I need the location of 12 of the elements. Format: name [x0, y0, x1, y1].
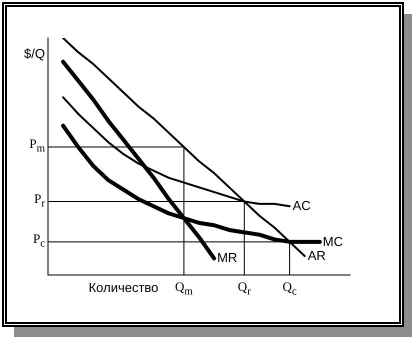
series-label: AC: [292, 198, 311, 214]
x-tick-label: Q$_{m}$: [174, 279, 193, 299]
series-label: AR: [308, 248, 326, 264]
x-axis-title: Количество: [88, 280, 158, 295]
ref-line-label: P$_{c}$: [32, 230, 45, 250]
series-label: MR: [217, 250, 238, 266]
x-tick-label: Q$_{r}$: [238, 279, 251, 299]
ref-line-label: P$_{m}$: [29, 136, 45, 156]
y-axis-title: $/Q: [24, 46, 45, 61]
x-tick-label: Q$_{c}$: [282, 279, 297, 299]
ref-line-label: P$_{r}$: [34, 190, 45, 210]
series-label: MC: [322, 234, 344, 249]
